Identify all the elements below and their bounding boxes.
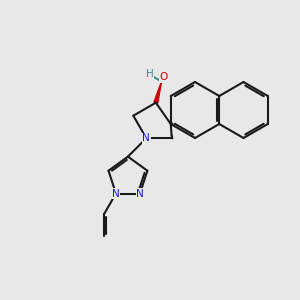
Text: N: N: [136, 188, 144, 199]
Text: N: N: [112, 188, 120, 199]
Polygon shape: [154, 82, 161, 103]
Polygon shape: [171, 122, 173, 127]
Text: N: N: [142, 133, 150, 143]
Text: O: O: [159, 73, 168, 82]
Text: H: H: [146, 70, 153, 80]
